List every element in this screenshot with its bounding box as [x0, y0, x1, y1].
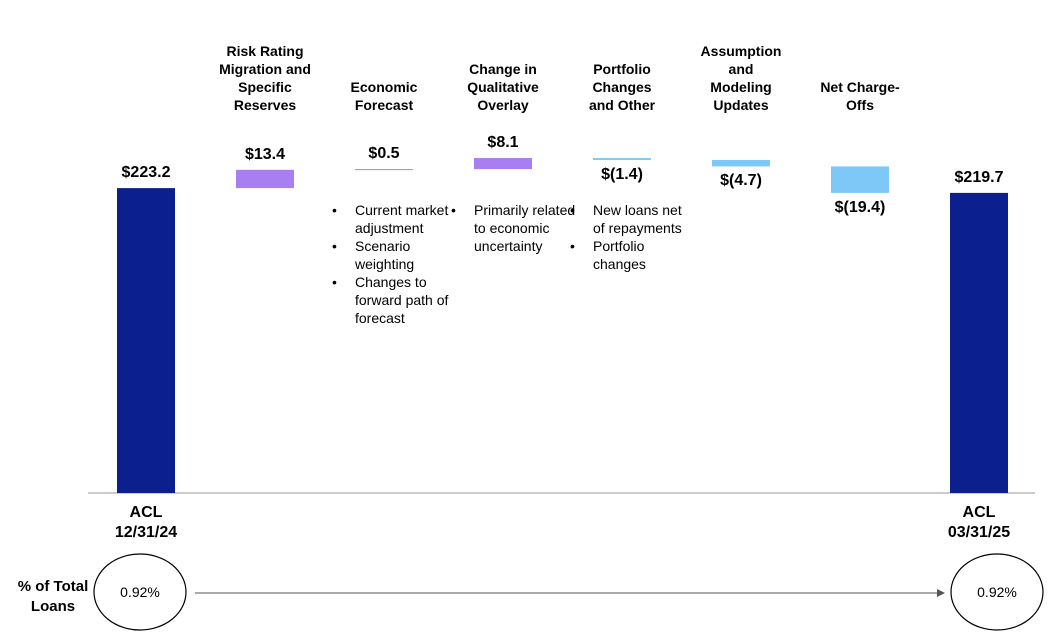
- value-label: $13.4: [244, 145, 286, 163]
- ratio-start: 0.92%: [120, 584, 160, 600]
- change-bar: [355, 169, 413, 171]
- ratio-label: % of Total Loans: [17, 578, 89, 615]
- note-list: Current market adjustmentScenario weight…: [329, 201, 459, 327]
- note-item: Scenario weighting: [329, 237, 459, 273]
- value-label: $8.1: [487, 134, 519, 152]
- note-item: Changes to forward path of forecast: [329, 273, 459, 327]
- note-item: New loans net of repayments: [567, 201, 697, 237]
- value-label: $223.2: [121, 164, 171, 182]
- category-label: Change in Qualitative Overlay: [467, 61, 539, 113]
- category-label: Economic Forecast: [350, 79, 418, 113]
- ratio-circle: [93, 553, 187, 631]
- note-item: Current market adjustment: [329, 201, 459, 237]
- ratio-circle: [950, 553, 1044, 631]
- change-bar: [831, 166, 889, 193]
- category-label: Portfolio Changes and Other: [588, 61, 656, 113]
- total-bar: [950, 192, 1008, 493]
- category-label: ACL 03/31/25: [947, 504, 1011, 541]
- change-bar: [712, 159, 770, 167]
- value-label: $(1.4): [601, 165, 643, 183]
- change-bar: [474, 158, 532, 170]
- note-list: Primarily related to economic uncertaint…: [448, 201, 578, 255]
- value-label: $(4.7): [720, 172, 762, 190]
- note-item: Primarily related to economic uncertaint…: [448, 201, 578, 255]
- value-label: $219.7: [954, 168, 1004, 186]
- change-bar: [236, 169, 294, 189]
- total-bar: [117, 188, 175, 493]
- note-item: Portfolio changes: [567, 237, 697, 273]
- category-label: Net Charge-Offs: [820, 79, 900, 113]
- value-label: $0.5: [368, 145, 400, 163]
- value-label: $(19.4): [834, 198, 886, 216]
- category-label: ACL 12/31/24: [114, 504, 178, 541]
- ratio-end: 0.92%: [977, 584, 1017, 600]
- category-label: Risk Rating Migration and Specific Reser…: [219, 43, 311, 113]
- category-label: Assumption and Modeling Updates: [700, 43, 782, 113]
- note-list: New loans net of repaymentsPortfolio cha…: [567, 201, 697, 273]
- change-bar: [593, 158, 651, 160]
